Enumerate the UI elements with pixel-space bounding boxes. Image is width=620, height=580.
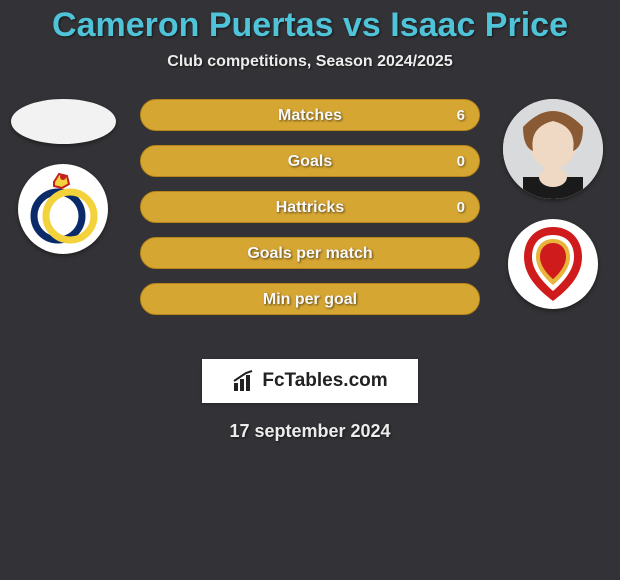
bar-matches-right-value: 6 <box>443 100 479 130</box>
bar-min-per-goal: Min per goal <box>140 283 480 315</box>
date-label: 17 september 2024 <box>0 421 620 442</box>
bar-goals-right-value: 0 <box>443 146 479 176</box>
footer-brand: FcTables.com <box>262 370 387 392</box>
page-title: Cameron Puertas vs Isaac Price <box>0 0 620 45</box>
bar-hattricks-right-value: 0 <box>443 192 479 222</box>
club-logo-standard-icon <box>508 219 598 309</box>
left-column <box>8 99 118 254</box>
right-column <box>498 99 608 309</box>
page-subtitle: Club competitions, Season 2024/2025 <box>0 53 620 71</box>
player2-avatar <box>503 99 603 199</box>
bar-mpg-right-value <box>451 284 479 314</box>
chart-icon <box>232 369 256 393</box>
stat-bars: Matches 6 Goals 0 Hattricks 0 Goals per … <box>140 99 480 315</box>
player2-club-logo <box>508 219 598 309</box>
club-logo-usg-icon <box>18 164 108 254</box>
player1-club-logo <box>18 164 108 254</box>
footer-logo: FcTables.com <box>202 359 418 403</box>
bar-gpm-right-value <box>451 238 479 268</box>
bar-gpm-label: Goals per match <box>141 238 479 269</box>
bar-matches-label: Matches <box>141 100 479 131</box>
bar-goals-label: Goals <box>141 146 479 177</box>
bar-goals: Goals 0 <box>140 145 480 177</box>
bar-matches: Matches 6 <box>140 99 480 131</box>
bar-mpg-label: Min per goal <box>141 284 479 315</box>
comparison-content: Matches 6 Goals 0 Hattricks 0 Goals per … <box>0 99 620 339</box>
bar-goals-per-match: Goals per match <box>140 237 480 269</box>
bar-hattricks: Hattricks 0 <box>140 191 480 223</box>
bar-hattricks-label: Hattricks <box>141 192 479 223</box>
player1-avatar <box>11 99 116 144</box>
